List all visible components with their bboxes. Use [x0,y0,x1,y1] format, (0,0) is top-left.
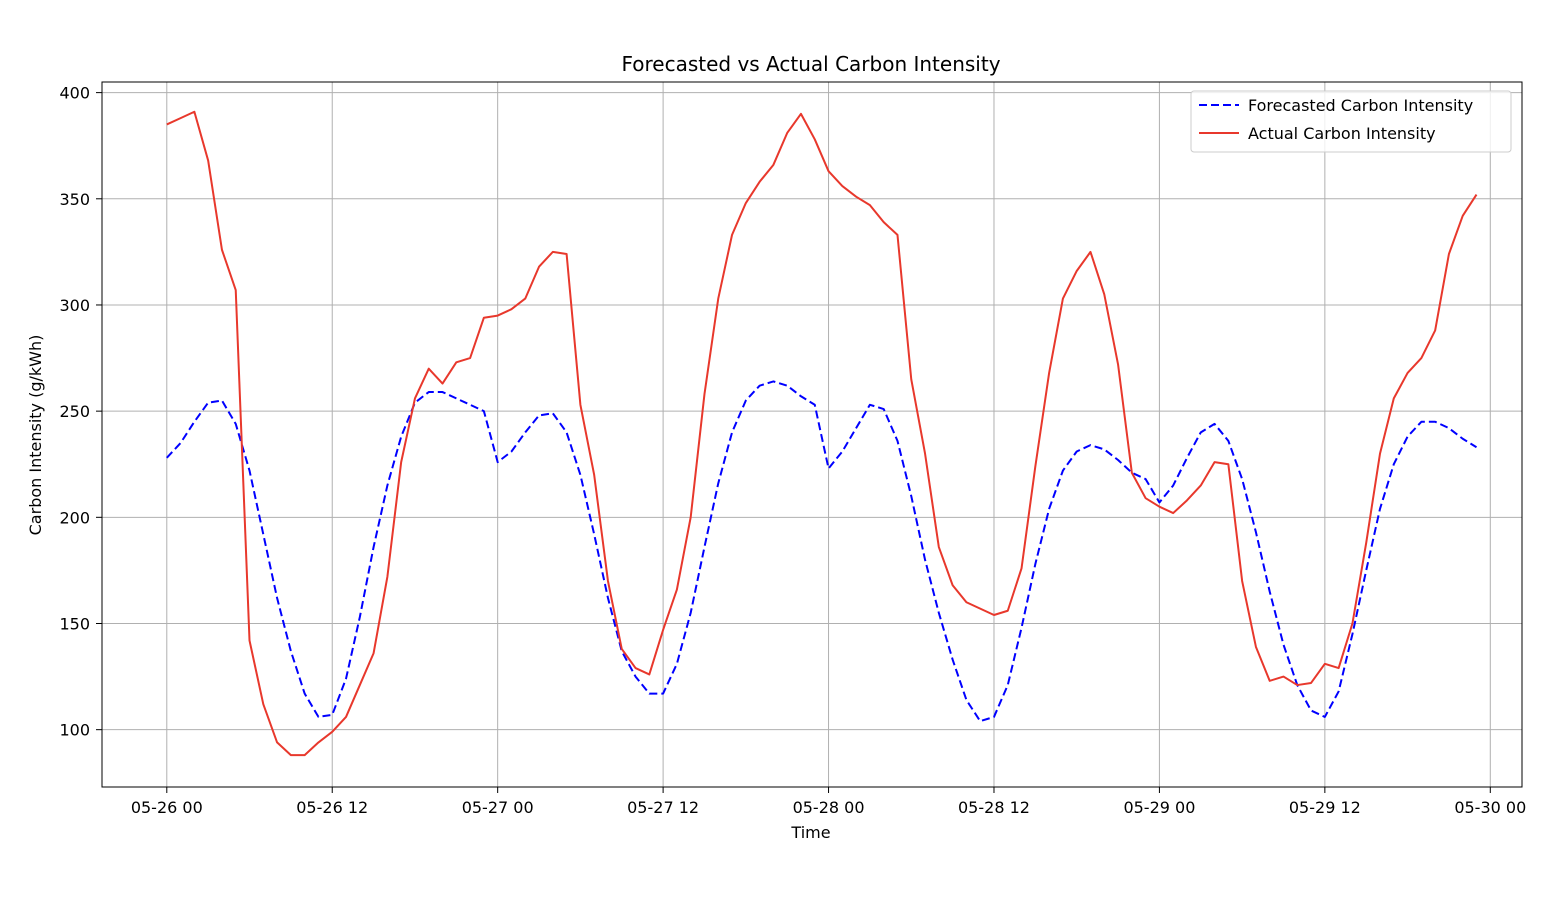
x-tick-label: 05-29 12 [1289,798,1361,817]
y-axis: 100 150 200 250 300 350 400 [59,84,102,740]
y-tick-label: 400 [59,84,90,103]
x-tick-label: 05-27 00 [462,798,534,817]
y-axis-label: Carbon Intensity (g/kWh) [26,335,45,536]
x-tick-label: 05-28 12 [958,798,1030,817]
grid-lines [102,82,1522,787]
legend-box [1190,90,1512,153]
plot-frame [101,81,1523,788]
x-axis-label: Time [790,823,830,842]
legend-label-forecasted: Forecasted Carbon Intensity [1248,96,1473,115]
chart-title: Forecasted vs Actual Carbon Intensity [621,52,1000,76]
series-layer [166,110,1478,757]
x-tick-label: 05-30 00 [1454,798,1526,817]
x-axis: 05-26 00 05-26 12 05-27 00 05-27 12 05-28 00… [131,787,1526,817]
y-tick-label: 300 [59,296,90,315]
series-line-actual [166,110,1478,757]
series-line-forecasted [166,380,1478,723]
y-tick-label: 100 [59,721,90,740]
y-tick-label: 150 [59,614,90,633]
x-tick-label: 05-26 00 [131,798,203,817]
x-tick-label: 05-29 00 [1123,798,1195,817]
x-tick-label: 05-28 00 [793,798,865,817]
legend: Forecasted Carbon Intensity Actual Carbo… [1190,90,1512,153]
y-tick-label: 250 [59,402,90,421]
x-tick-label: 05-27 12 [627,798,699,817]
y-tick-label: 350 [59,190,90,209]
x-tick-label: 05-26 12 [296,798,368,817]
legend-label-actual: Actual Carbon Intensity [1248,124,1436,143]
y-tick-label: 200 [59,508,90,527]
